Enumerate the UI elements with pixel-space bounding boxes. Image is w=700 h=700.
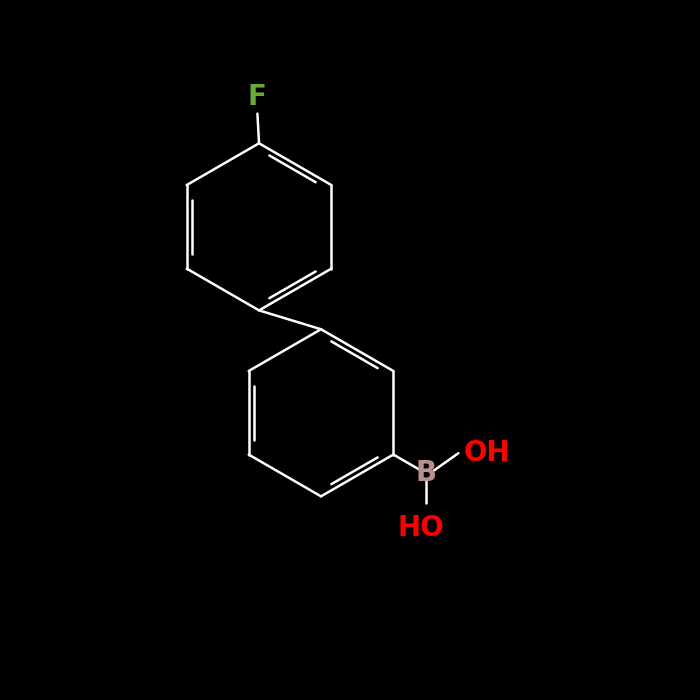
Text: B: B bbox=[416, 459, 437, 487]
Text: F: F bbox=[247, 83, 266, 111]
Text: HO: HO bbox=[398, 514, 444, 542]
Text: OH: OH bbox=[464, 439, 510, 467]
